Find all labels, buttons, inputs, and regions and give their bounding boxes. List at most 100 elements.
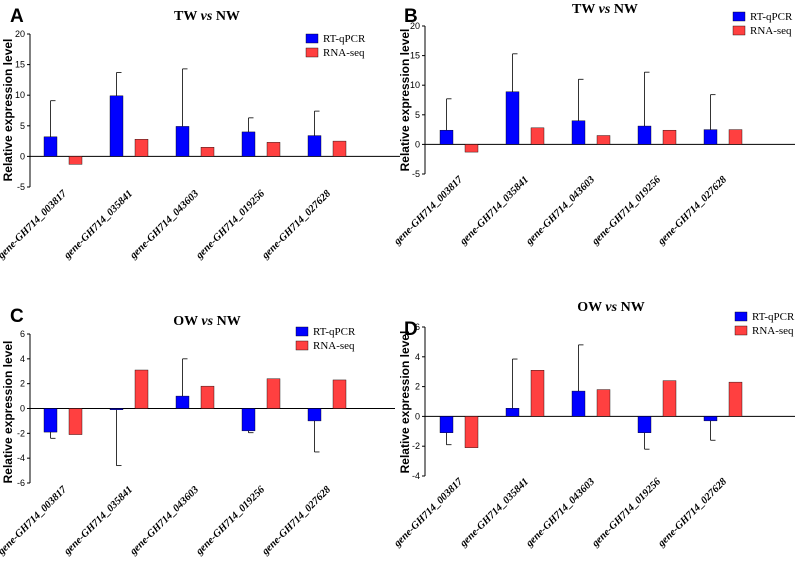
- panel-letter: A: [10, 6, 24, 27]
- bar-rna-seq-3: [596, 135, 611, 145]
- bar-rna-seq-2: [134, 369, 149, 409]
- x-tick-label: gene-GH714_043603: [523, 174, 597, 248]
- y-tick-label: 20: [15, 29, 25, 39]
- x-tick-label: gene-GH714_027628: [655, 476, 729, 550]
- panel-letter: C: [10, 306, 24, 327]
- legend-label: RT-qPCR: [752, 311, 795, 323]
- bar-rt-qpcr-4: [241, 131, 256, 157]
- bar-rt-qpcr-1: [43, 136, 58, 157]
- bar-rna-seq-2: [530, 127, 545, 145]
- y-tick-label: 15: [15, 60, 25, 70]
- bar-rna-seq-4: [266, 142, 281, 157]
- y-axis-label: Relative expression level: [1, 39, 15, 182]
- bar-rt-qpcr-5: [703, 416, 718, 422]
- bar-rt-qpcr-2: [505, 91, 520, 145]
- y-tick-label: -6: [17, 478, 25, 488]
- bar-rna-seq-3: [200, 385, 215, 409]
- bar-rt-qpcr-5: [703, 129, 718, 145]
- bar-rna-seq-1: [68, 408, 83, 435]
- x-tick-label: gene-GH714_019256: [589, 174, 663, 248]
- x-tick-label: gene-GH714_035841: [457, 174, 531, 248]
- bar-rt-qpcr-2: [109, 95, 124, 157]
- bar-rt-qpcr-5: [307, 135, 322, 157]
- y-tick-label: 0: [415, 411, 420, 421]
- y-tick-label: -4: [412, 471, 420, 481]
- chart-panel-a: A TW vs NW Relative expression level-5 0 5 10…: [0, 6, 400, 262]
- x-tick-label: gene-GH714_003817: [0, 188, 70, 262]
- x-tick-label: gene-GH714_043603: [127, 484, 201, 558]
- chart-panel-c: C OW vs NW Relative expression level -6 -4 -2…: [0, 306, 395, 558]
- y-tick-label: -2: [17, 428, 25, 438]
- y-tick-label: -2: [412, 441, 420, 451]
- x-tick-label: gene-GH714_019256: [193, 484, 267, 558]
- chart-title: TW vs NW: [572, 2, 638, 17]
- x-tick-label: gene-GH714_019256: [589, 476, 663, 550]
- legend-swatch: [295, 326, 309, 337]
- bar-rna-seq-5: [728, 381, 743, 417]
- y-axis-label: Relative expression level: [1, 341, 15, 484]
- legend-swatch: [732, 25, 746, 36]
- y-tick-label: 4: [415, 352, 420, 362]
- bar-rt-qpcr-3: [571, 390, 586, 417]
- bar-rt-qpcr-1: [439, 129, 454, 145]
- bar-rt-qpcr-3: [175, 126, 190, 157]
- bar-rt-qpcr-2: [109, 408, 124, 410]
- legend-label: RNA-seq: [752, 325, 794, 337]
- y-tick-label: 15: [410, 51, 420, 61]
- chart-panel-d: D OW vs NW Relative expression level-4 -2 0 2…: [391, 300, 795, 550]
- y-tick-label: 10: [410, 80, 420, 90]
- legend-swatch: [734, 311, 748, 322]
- y-tick-label: 4: [20, 354, 25, 364]
- y-tick-label: -5: [17, 182, 25, 192]
- y-tick-label: 2: [415, 382, 420, 392]
- y-tick-label: 20: [410, 21, 420, 31]
- bar-rt-qpcr-3: [571, 120, 586, 145]
- bar-rna-seq-3: [596, 389, 611, 417]
- bar-rna-seq-4: [662, 129, 677, 145]
- panel-letter: D: [404, 319, 418, 340]
- legend-label: RNA-seq: [313, 340, 355, 352]
- bar-rt-qpcr-3: [175, 395, 190, 409]
- bar-rna-seq-2: [530, 370, 545, 417]
- bar-rna-seq-2: [134, 139, 149, 157]
- bar-rna-seq-1: [464, 416, 479, 448]
- x-tick-label: gene-GH714_035841: [61, 188, 135, 262]
- bar-rt-qpcr-2: [505, 408, 520, 417]
- x-tick-label: gene-GH714_027628: [655, 174, 729, 248]
- x-tick-label: gene-GH714_035841: [61, 484, 135, 558]
- bar-rna-seq-1: [464, 144, 479, 153]
- bar-rna-seq-3: [200, 147, 215, 157]
- y-tick-label: 5: [20, 121, 25, 131]
- legend-swatch: [305, 47, 319, 58]
- legend-label: RT-qPCR: [750, 11, 793, 23]
- chart-title: TW vs NW: [174, 9, 240, 24]
- bar-rna-seq-5: [332, 140, 347, 157]
- legend-label: RT-qPCR: [313, 326, 356, 338]
- chart-title: OW vs NW: [173, 314, 240, 329]
- legend-swatch: [305, 33, 319, 44]
- x-tick-label: gene-GH714_027628: [259, 188, 333, 262]
- y-tick-label: -5: [412, 169, 420, 179]
- y-tick-label: 10: [15, 90, 25, 100]
- x-tick-label: gene-GH714_019256: [193, 188, 267, 262]
- bar-rt-qpcr-4: [637, 416, 652, 433]
- legend-swatch: [732, 11, 746, 22]
- bar-rna-seq-5: [728, 129, 743, 145]
- x-tick-label: gene-GH714_003817: [391, 174, 465, 248]
- bar-rna-seq-5: [332, 379, 347, 409]
- y-tick-label: 0: [20, 404, 25, 414]
- y-tick-label: 0: [415, 139, 420, 149]
- bar-rna-seq-1: [68, 156, 83, 165]
- legend-swatch: [734, 325, 748, 336]
- bar-rt-qpcr-4: [637, 125, 652, 145]
- legend-label: RT-qPCR: [323, 33, 366, 45]
- legend-label: RNA-seq: [750, 25, 792, 37]
- chart-title: OW vs NW: [577, 300, 644, 315]
- y-axis-label: Relative expression level: [398, 29, 412, 172]
- legend-label: RNA-seq: [323, 47, 365, 59]
- x-tick-label: gene-GH714_003817: [391, 476, 465, 550]
- bar-rt-qpcr-1: [439, 416, 454, 433]
- bar-rna-seq-4: [662, 380, 677, 417]
- x-tick-label: gene-GH714_043603: [523, 476, 597, 550]
